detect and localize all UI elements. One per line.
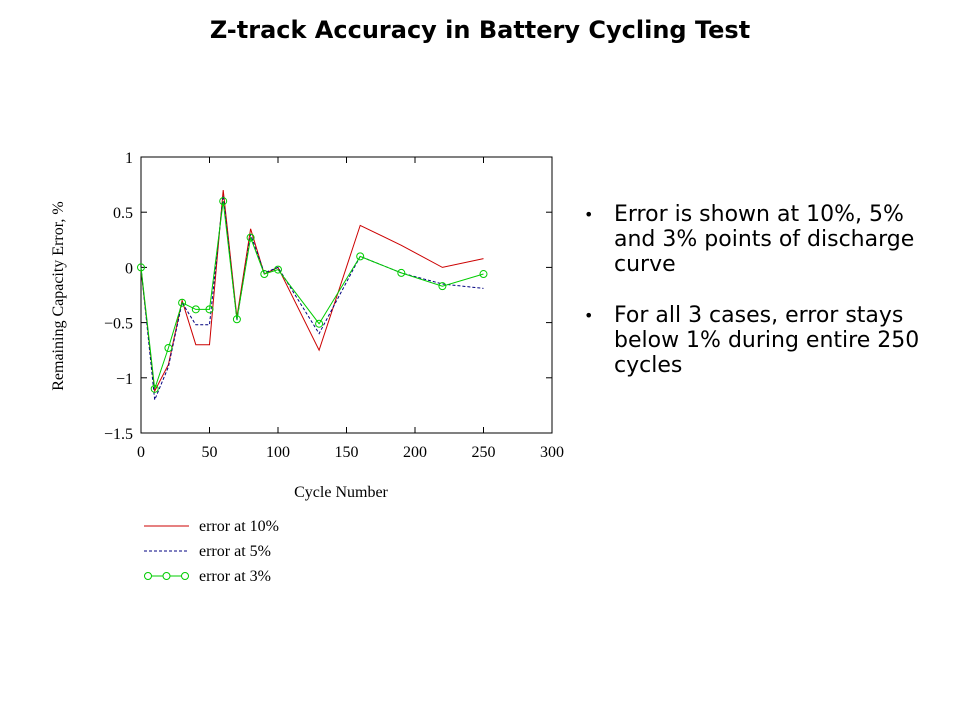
- series-point: [246, 233, 255, 242]
- series-point: [178, 298, 187, 307]
- bullet-item: • Error is shown at 10%, 5% and 3% point…: [584, 202, 944, 277]
- series-line-2: [140, 195, 484, 401]
- series-point: [260, 270, 269, 279]
- series-point: [274, 265, 282, 274]
- legend: error at 10% error at 5% error at 3%: [144, 518, 279, 585]
- bullet-item: • For all 3 cases, error stays below 1% …: [584, 303, 944, 378]
- x-tick-label: 250: [472, 444, 496, 461]
- series-point: [205, 305, 214, 314]
- y-axis-label: Remaining Capacity Error, %: [50, 201, 67, 391]
- series-point: [315, 319, 324, 328]
- legend-label: error at 10%: [199, 518, 279, 535]
- x-axis-label: Cycle Number: [294, 484, 388, 501]
- x-tick-label: 200: [403, 444, 427, 461]
- bullet-list: • Error is shown at 10%, 5% and 3% point…: [584, 202, 944, 404]
- series-line-3: [140, 201, 484, 389]
- series-point: [164, 343, 173, 352]
- y-tick-label: 1: [125, 150, 133, 167]
- legend-label: error at 5%: [199, 543, 271, 560]
- legend-marker: [181, 572, 189, 580]
- slide-title: Z-track Accuracy in Battery Cycling Test: [209, 16, 751, 44]
- y-tick-label: −0.5: [104, 316, 133, 333]
- series-point: [137, 263, 145, 272]
- bullet-dot-icon: •: [584, 205, 594, 224]
- legend-marker: [162, 572, 171, 580]
- x-tick-label: 300: [540, 444, 564, 461]
- y-tick-label: −1.5: [104, 426, 133, 443]
- plot-area-frame: [140, 156, 553, 434]
- legend-marker: [144, 572, 152, 580]
- axes: 0 50 100 150 200 250 300 1 0.5 0 −0.5 −1 −1.5: [104, 150, 564, 461]
- series-lines: [137, 190, 488, 401]
- series-point: [356, 252, 365, 261]
- y-tick-label: 0: [125, 260, 133, 277]
- series-point: [397, 268, 406, 277]
- bullet-text: For all 3 cases, error stays below 1% du…: [614, 303, 920, 378]
- x-tick-label: 150: [335, 444, 359, 461]
- series-point: [438, 282, 447, 291]
- y-tick-label: −1: [116, 371, 133, 388]
- series-point: [191, 305, 200, 314]
- x-tick-label: 0: [137, 444, 145, 461]
- series-line-1: [140, 190, 484, 393]
- x-tick-label: 100: [266, 444, 290, 461]
- series-point: [479, 270, 488, 279]
- bullet-dot-icon: •: [584, 306, 594, 325]
- series-point: [150, 384, 159, 393]
- x-tick-label: 50: [202, 444, 218, 461]
- legend-label: error at 3%: [199, 568, 271, 585]
- bullet-text: Error is shown at 10%, 5% and 3% points …: [614, 202, 915, 277]
- series-point: [232, 315, 241, 324]
- series-point: [219, 197, 228, 206]
- y-tick-label: 0.5: [113, 205, 133, 222]
